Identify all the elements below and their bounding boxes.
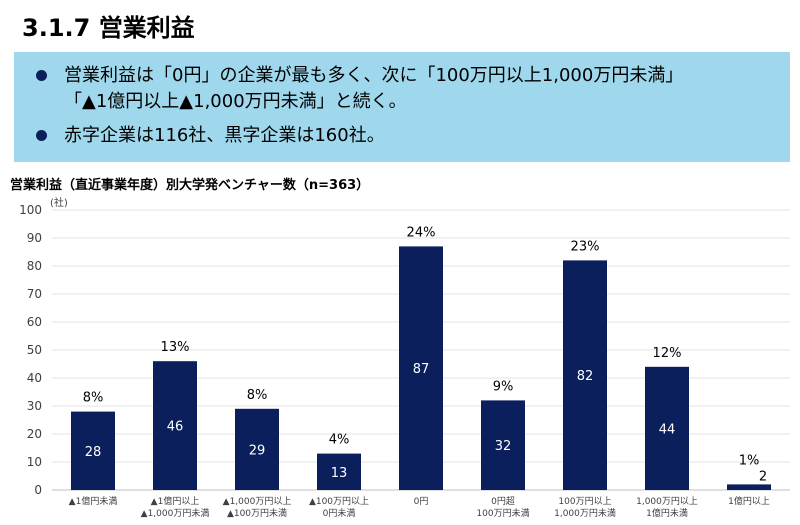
bar-percent-label: 24%: [407, 225, 436, 240]
y-tick-label: 90: [27, 231, 42, 245]
y-tick-label: 20: [27, 427, 42, 441]
x-tick-label: ▲1億円以上: [151, 495, 200, 507]
bars: 28 8% 46 13% 29 8% 13 4% 87 24% 32 9% 82 23% 44 12% 21%: [71, 225, 771, 490]
y-tick-label: 40: [27, 371, 42, 385]
bar-value-label: 13: [331, 466, 348, 481]
bar: [399, 246, 443, 490]
chart-title: 営業利益（直近事業年度）別大学発ベンチャー数（n=363）: [10, 178, 370, 193]
x-tick-label: 0円: [414, 496, 429, 507]
bar-percent-label: 13%: [161, 340, 190, 355]
bullet-dot-icon: [36, 70, 47, 81]
bar-percent-label: 8%: [247, 388, 268, 403]
bar-value-label: 2: [759, 469, 767, 484]
bar-percent-label: 12%: [653, 346, 682, 361]
bar-percent-label: 8%: [83, 391, 104, 406]
bar-chart: 0 10 20 30 40 50 60 70 80 90 100 (社) 28 8% 46 13% 29 8%…: [19, 196, 790, 519]
x-tick-label: 100万円未満: [476, 507, 529, 519]
bar-value-label: 82: [577, 369, 594, 384]
page-title: 3.1.7 営業利益: [22, 14, 195, 42]
bar: [71, 411, 115, 490]
y-axis-ticks: 0 10 20 30 40 50 60 70 80 90 100: [19, 203, 42, 497]
bar-percent-label: 4%: [329, 433, 350, 448]
bar-value-label: 87: [413, 362, 430, 377]
bar: [563, 260, 607, 490]
bar-value-label: 29: [249, 443, 266, 458]
y-tick-label: 10: [27, 455, 42, 469]
bar-value-label: 28: [85, 445, 102, 460]
x-tick-label: 1,000万円未満: [554, 507, 616, 519]
x-tick-label: ▲1,000万円以上: [223, 496, 292, 507]
y-tick-label: 50: [27, 343, 42, 357]
x-tick-label: 0円未満: [323, 507, 356, 519]
summary-box: 営業利益は「0円」の企業が最も多く、次に「100万円以上1,000万円未満」 「…: [14, 52, 790, 162]
x-tick-label: ▲100万円以上: [309, 496, 369, 507]
x-tick-label: ▲1,000万円未満: [141, 507, 210, 519]
x-tick-label: 100万円以上: [558, 496, 611, 507]
x-tick-label: ▲100万円未満: [227, 507, 287, 519]
y-tick-label: 0: [34, 483, 42, 497]
bullet-dot-icon: [36, 130, 47, 141]
y-tick-label: 60: [27, 315, 42, 329]
x-tick-label: 1,000万円以上: [636, 496, 698, 507]
y-tick-label: 70: [27, 287, 42, 301]
bar-percent-label: 23%: [571, 239, 600, 254]
y-tick-label: 100: [19, 203, 42, 217]
bar-value-label: 44: [659, 422, 676, 437]
x-tick-label: 0円超: [491, 495, 515, 507]
bar: [481, 400, 525, 490]
bar-percent-label: 1%: [739, 453, 760, 468]
bar-value-label: 32: [495, 439, 512, 454]
bar: [153, 361, 197, 490]
x-tick-label: ▲1億円未満: [69, 495, 118, 507]
summary-bullet-line: 営業利益は「0円」の企業が最も多く、次に「100万円以上1,000万円未満」: [64, 65, 684, 86]
bar: [727, 484, 771, 490]
x-tick-label: 1億円以上: [728, 495, 770, 507]
x-axis-labels: ▲1億円未満 ▲1億円以上▲1,000万円未満 ▲1,000万円以上▲100万円未満…: [69, 495, 770, 519]
y-axis-label: (社): [50, 196, 68, 209]
bar: [235, 408, 279, 490]
bar-value-label: 46: [167, 420, 184, 435]
summary-bullet-line: 赤字企業は116社、黒字企業は160社。: [64, 125, 385, 146]
y-tick-label: 80: [27, 259, 42, 273]
x-tick-label: 1億円未満: [646, 507, 688, 519]
y-tick-label: 30: [27, 399, 42, 413]
summary-bullet-line: 「▲1億円以上▲1,000万円未満」と続く。: [64, 91, 407, 112]
bar: [645, 366, 689, 490]
bar-percent-label: 9%: [493, 379, 514, 394]
bar: [317, 453, 361, 490]
